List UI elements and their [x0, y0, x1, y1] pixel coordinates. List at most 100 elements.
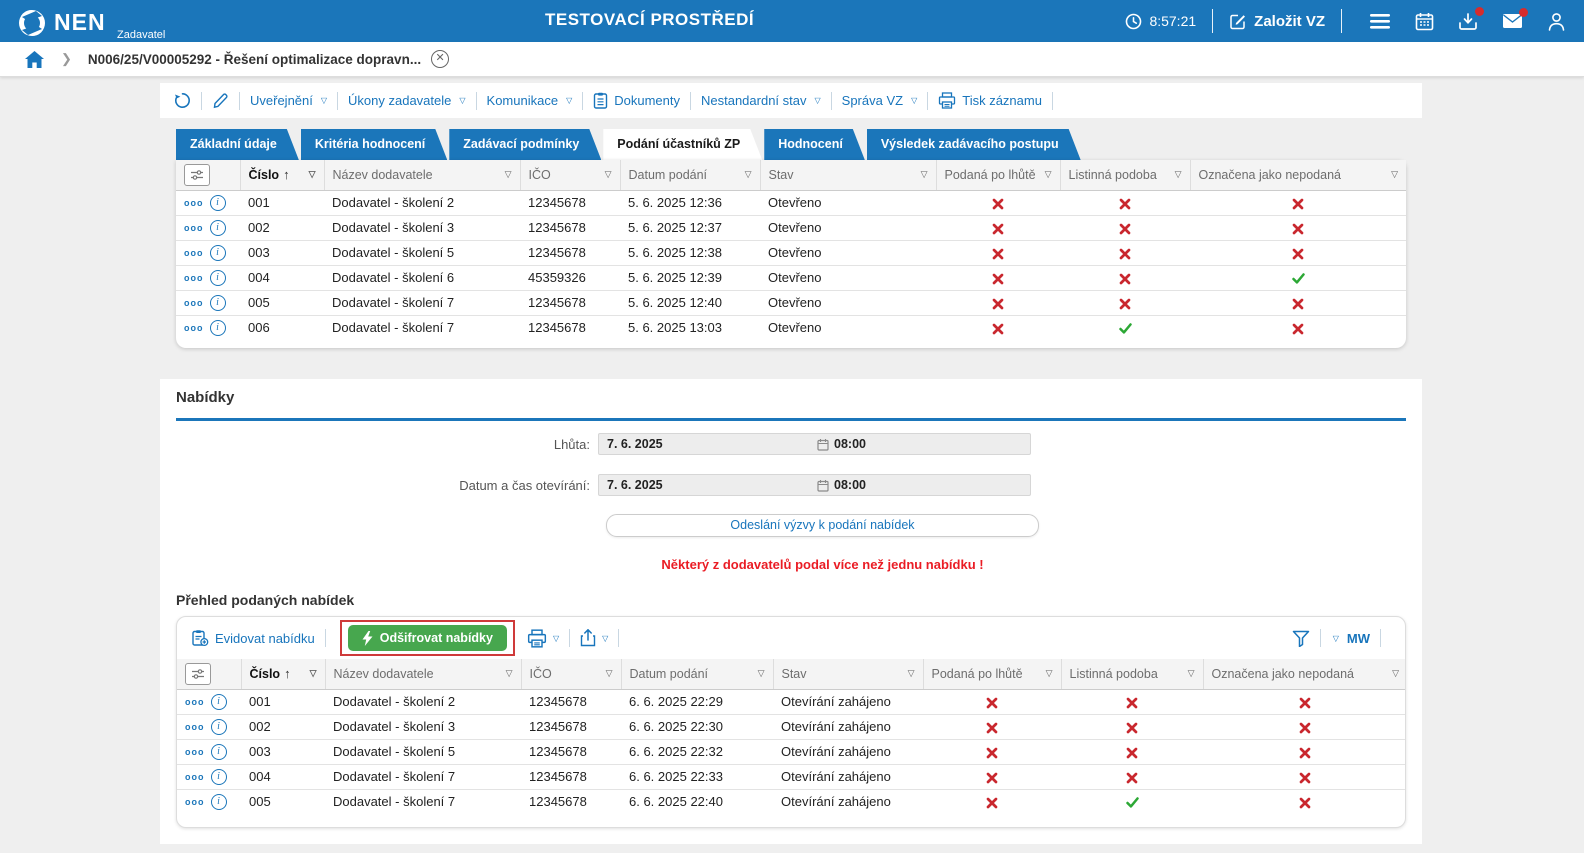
tab-hodnoceni[interactable]: Hodnocení: [764, 129, 865, 160]
table-row[interactable]: ooo i 004 Dodavatel - školení 7 12345678 6. 6…: [177, 764, 1405, 790]
messages-button[interactable]: [1490, 8, 1534, 29]
menu-sprava-vz[interactable]: Správa VZ ▽: [842, 93, 918, 108]
row-menu-icon[interactable]: ooo: [184, 222, 204, 233]
row-menu-icon[interactable]: ooo: [185, 771, 205, 782]
filter-icon[interactable]: ▽: [504, 169, 512, 180]
row-menu-icon[interactable]: ooo: [185, 746, 205, 757]
tab-podani-ucastniku-zp[interactable]: Podání účastníků ZP: [603, 129, 762, 160]
inbox-button[interactable]: [1446, 6, 1490, 31]
close-record-icon[interactable]: ✕: [431, 50, 450, 68]
export-button[interactable]: ▽: [580, 629, 608, 647]
info-icon[interactable]: i: [209, 294, 226, 311]
opening-field[interactable]: 7. 6. 2025 08:00: [598, 474, 1031, 496]
column-settings-button[interactable]: [185, 662, 211, 685]
info-icon[interactable]: i: [210, 718, 227, 735]
column-header[interactable]: Název dodavatele: [333, 666, 434, 681]
row-menu-icon[interactable]: ooo: [184, 197, 204, 208]
info-icon[interactable]: i: [210, 768, 227, 785]
menu-ukony-zadavatele[interactable]: Úkony zadavatele ▽: [348, 93, 466, 108]
filter-icon[interactable]: ▽: [1174, 169, 1182, 180]
column-header[interactable]: Podaná po lhůtě: [944, 167, 1036, 182]
menu-uverejneni[interactable]: Uveřejnění ▽: [250, 93, 327, 108]
send-invitation-button[interactable]: Odeslání výzvy k podání nabídek: [606, 514, 1039, 537]
info-icon[interactable]: i: [210, 693, 227, 710]
table-row[interactable]: ooo i 002 Dodavatel - školení 3 12345678 6. 6…: [177, 714, 1405, 740]
row-menu-icon[interactable]: ooo: [184, 247, 204, 258]
table-row[interactable]: ooo i 004 Dodavatel - školení 6 45359326 5. 6…: [176, 265, 1406, 291]
table-row[interactable]: ooo i 005 Dodavatel - školení 7 12345678 5. 6…: [176, 290, 1406, 316]
table-row[interactable]: ooo i 003 Dodavatel - školení 5 12345678 5. 6…: [176, 240, 1406, 266]
filter-icon[interactable]: ▽: [757, 668, 765, 679]
filter-icon[interactable]: ▽: [605, 668, 613, 679]
filter-table-button[interactable]: [1292, 630, 1310, 647]
column-header[interactable]: Podaná po lhůtě: [931, 666, 1023, 681]
filter-icon[interactable]: ▽: [1044, 169, 1052, 180]
create-vz-button[interactable]: Založit VZ: [1229, 12, 1325, 30]
info-icon[interactable]: i: [209, 194, 226, 211]
edit-record-button[interactable]: [212, 92, 229, 109]
column-header[interactable]: Označena jako nepodaná: [1198, 167, 1341, 182]
decrypt-offers-button[interactable]: Odšifrovat nabídky: [347, 625, 507, 651]
column-header[interactable]: Číslo: [248, 168, 280, 183]
row-menu-icon[interactable]: ooo: [184, 272, 204, 283]
nen-logo[interactable]: NEN Zadavatel: [16, 3, 165, 41]
table-row[interactable]: ooo i 002 Dodavatel - školení 3 12345678 5. 6…: [176, 215, 1406, 241]
column-settings-button[interactable]: [184, 163, 210, 186]
table-row[interactable]: ooo i 003 Dodavatel - školení 5 12345678 6. 6…: [177, 739, 1405, 765]
filter-icon[interactable]: ▽: [1045, 668, 1053, 679]
column-header[interactable]: Datum podání: [629, 666, 709, 681]
breadcrumb-item[interactable]: N006/25/V00005292 - Řešení optimalizace …: [87, 51, 422, 67]
row-menu-icon[interactable]: ooo: [185, 696, 205, 707]
column-header[interactable]: Datum podání: [628, 167, 708, 182]
user-profile-button[interactable]: [1534, 12, 1578, 31]
view-selector[interactable]: ▽ MW: [1331, 631, 1370, 646]
filter-icon[interactable]: ▽: [907, 668, 915, 679]
menu-komunikace[interactable]: Komunikace ▽: [487, 93, 573, 108]
info-icon[interactable]: i: [210, 743, 227, 760]
deadline-field[interactable]: 7. 6. 2025 08:00: [598, 433, 1031, 455]
menu-nestandardni-stav[interactable]: Nestandardní stav ▽: [701, 93, 821, 108]
filter-icon[interactable]: ▽: [1187, 668, 1195, 679]
history-button[interactable]: [174, 92, 191, 109]
column-header[interactable]: Číslo: [249, 667, 281, 682]
filter-icon[interactable]: ▽: [505, 668, 513, 679]
table-row[interactable]: ooo i 001 Dodavatel - školení 2 12345678 6. 6…: [177, 689, 1405, 715]
filter-icon[interactable]: ▽: [744, 169, 752, 180]
column-header[interactable]: Stav: [781, 666, 807, 681]
row-menu-icon[interactable]: ooo: [185, 796, 205, 807]
table-row[interactable]: ooo i 001 Dodavatel - školení 2 12345678 5. 6…: [176, 190, 1406, 216]
tab-zakladni-udaje[interactable]: Základní údaje: [176, 129, 299, 160]
table-row[interactable]: ooo i 006 Dodavatel - školení 7 12345678 5. 6…: [176, 315, 1406, 340]
column-header[interactable]: Listinná podoba: [1069, 666, 1158, 681]
column-header[interactable]: Název dodavatele: [332, 167, 433, 182]
tab-zadavaci-podminky[interactable]: Zadávací podmínky: [449, 129, 601, 160]
menu-button[interactable]: [1358, 12, 1402, 30]
tab-kriteria-hodnoceni[interactable]: Kritéria hodnocení: [301, 129, 447, 160]
row-menu-icon[interactable]: ooo: [184, 297, 204, 308]
table-row[interactable]: ooo i 005 Dodavatel - školení 7 12345678 6. 6…: [177, 789, 1405, 814]
column-header[interactable]: IČO: [528, 167, 551, 182]
filter-icon[interactable]: ▽: [1391, 169, 1398, 180]
filter-icon[interactable]: ▽: [308, 169, 316, 180]
info-icon[interactable]: i: [209, 219, 226, 236]
filter-icon[interactable]: ▽: [309, 668, 317, 679]
column-header[interactable]: Označena jako nepodaná: [1211, 666, 1354, 681]
tab-vysledek-zadavaciho-postupu[interactable]: Výsledek zadávacího postupu: [867, 129, 1081, 160]
print-record-button[interactable]: Tisk záznamu: [938, 92, 1042, 109]
column-header[interactable]: IČO: [529, 666, 552, 681]
filter-icon[interactable]: ▽: [920, 169, 928, 180]
info-icon[interactable]: i: [209, 319, 226, 336]
info-icon[interactable]: i: [209, 244, 226, 261]
info-icon[interactable]: i: [209, 269, 226, 286]
info-icon[interactable]: i: [210, 793, 227, 810]
filter-icon[interactable]: ▽: [604, 169, 612, 180]
print-table-button[interactable]: ▽: [527, 628, 559, 648]
column-header[interactable]: Listinná podoba: [1068, 167, 1157, 182]
filter-icon[interactable]: ▽: [1392, 668, 1399, 679]
menu-dokumenty[interactable]: Dokumenty: [593, 92, 680, 109]
calendar-button[interactable]: [1402, 12, 1446, 31]
column-header[interactable]: Stav: [768, 167, 794, 182]
home-button[interactable]: [24, 50, 45, 69]
register-offer-button[interactable]: Evidovat nabídku: [191, 629, 315, 647]
row-menu-icon[interactable]: ooo: [184, 322, 204, 333]
